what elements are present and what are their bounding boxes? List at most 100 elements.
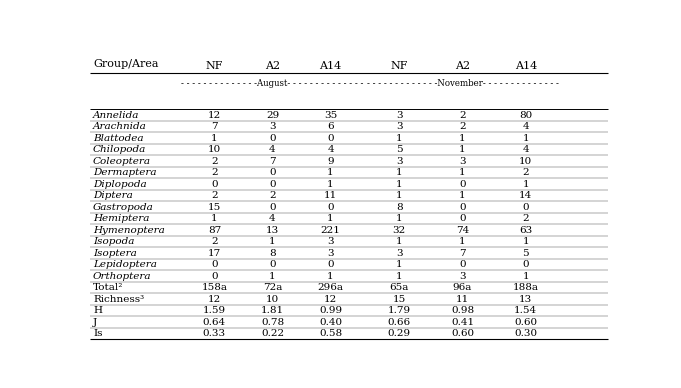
Text: 1.79: 1.79 [387, 306, 411, 315]
Text: 0: 0 [328, 133, 334, 142]
Text: 1: 1 [459, 145, 466, 154]
Text: 4: 4 [269, 145, 276, 154]
Text: 0: 0 [459, 203, 466, 211]
Text: 72a: 72a [263, 283, 282, 292]
Text: 0.29: 0.29 [387, 329, 411, 338]
Text: 3: 3 [328, 249, 334, 258]
Text: A14: A14 [515, 61, 537, 71]
Text: 7: 7 [459, 249, 466, 258]
Text: 2: 2 [522, 214, 529, 223]
Text: 1: 1 [396, 272, 402, 281]
Text: 1: 1 [459, 168, 466, 177]
Text: 1: 1 [328, 180, 334, 189]
Text: 0.60: 0.60 [451, 329, 474, 338]
Text: 65a: 65a [390, 283, 409, 292]
Text: 7: 7 [211, 122, 218, 131]
Text: 3: 3 [459, 157, 466, 166]
Text: 87: 87 [208, 225, 221, 235]
Text: 1: 1 [328, 214, 334, 223]
Text: 188a: 188a [513, 283, 539, 292]
Text: Is: Is [93, 329, 103, 338]
Text: 0: 0 [211, 272, 218, 281]
Text: 74: 74 [456, 225, 469, 235]
Text: 221: 221 [321, 225, 340, 235]
Text: 3: 3 [396, 122, 402, 131]
Text: 10: 10 [208, 145, 221, 154]
Text: Gastropoda: Gastropoda [93, 203, 154, 211]
Text: 4: 4 [522, 122, 529, 131]
Text: 0.66: 0.66 [387, 318, 411, 327]
Text: 2: 2 [211, 191, 218, 200]
Text: 1.81: 1.81 [261, 306, 284, 315]
Text: 1: 1 [459, 237, 466, 246]
Text: A2: A2 [455, 61, 470, 71]
Text: 1: 1 [522, 133, 529, 142]
Text: 0.41: 0.41 [451, 318, 474, 327]
Text: Chilopoda: Chilopoda [93, 145, 146, 154]
Text: Orthoptera: Orthoptera [93, 272, 152, 281]
Text: 0: 0 [522, 260, 529, 269]
Text: 11: 11 [456, 294, 469, 303]
Text: 0.58: 0.58 [319, 329, 342, 338]
Text: 10: 10 [519, 157, 533, 166]
Text: 2: 2 [211, 157, 218, 166]
Text: 1: 1 [459, 191, 466, 200]
Text: 3: 3 [328, 237, 334, 246]
Text: 0: 0 [328, 260, 334, 269]
Text: 296a: 296a [317, 283, 343, 292]
Text: 0: 0 [328, 203, 334, 211]
Text: 2: 2 [269, 191, 276, 200]
Text: Arachnida: Arachnida [93, 122, 147, 131]
Text: 3: 3 [459, 272, 466, 281]
Text: 1: 1 [211, 214, 218, 223]
Text: 1: 1 [328, 168, 334, 177]
Text: 8: 8 [396, 203, 402, 211]
Text: 0: 0 [211, 260, 218, 269]
Text: 1.54: 1.54 [514, 306, 537, 315]
Text: 6: 6 [328, 122, 334, 131]
Text: 7: 7 [269, 157, 276, 166]
Text: Isopoda: Isopoda [93, 237, 134, 246]
Text: 32: 32 [392, 225, 406, 235]
Text: 15: 15 [392, 294, 406, 303]
Text: 2: 2 [459, 111, 466, 120]
Text: 9: 9 [328, 157, 334, 166]
Text: 1: 1 [396, 180, 402, 189]
Text: - - - - - - - - - - - - - -August- - - - - - - - - - - - - -: - - - - - - - - - - - - - -August- - - -… [181, 80, 364, 88]
Text: 17: 17 [208, 249, 221, 258]
Text: 12: 12 [208, 294, 221, 303]
Text: - - - - - - - - - - - - -November- - - - - - - - - - - - - -: - - - - - - - - - - - - -November- - - -… [366, 80, 558, 88]
Text: 13: 13 [266, 225, 279, 235]
Text: 0.22: 0.22 [261, 329, 284, 338]
Text: 2: 2 [211, 168, 218, 177]
Text: 1: 1 [522, 272, 529, 281]
Text: 0: 0 [269, 260, 276, 269]
Text: 0: 0 [269, 133, 276, 142]
Text: 0.40: 0.40 [319, 318, 342, 327]
Text: 1: 1 [211, 133, 218, 142]
Text: 8: 8 [269, 249, 276, 258]
Text: J: J [93, 318, 97, 327]
Text: 96a: 96a [453, 283, 472, 292]
Text: 4: 4 [269, 214, 276, 223]
Text: 1.59: 1.59 [203, 306, 226, 315]
Text: 1: 1 [328, 272, 334, 281]
Text: Blattodea: Blattodea [93, 133, 144, 142]
Text: Diplopoda: Diplopoda [93, 180, 146, 189]
Text: 0.78: 0.78 [261, 318, 284, 327]
Text: Annelida: Annelida [93, 111, 140, 120]
Text: 1: 1 [459, 133, 466, 142]
Text: 0.64: 0.64 [203, 318, 226, 327]
Text: 12: 12 [208, 111, 221, 120]
Text: 2: 2 [522, 168, 529, 177]
Text: 0: 0 [459, 260, 466, 269]
Text: 12: 12 [324, 294, 337, 303]
Text: 1: 1 [396, 133, 402, 142]
Text: Coleoptera: Coleoptera [93, 157, 151, 166]
Text: Lepidoptera: Lepidoptera [93, 260, 157, 269]
Text: A14: A14 [319, 61, 342, 71]
Text: 35: 35 [324, 111, 337, 120]
Text: Diptera: Diptera [93, 191, 133, 200]
Text: NF: NF [206, 61, 223, 71]
Text: 14: 14 [519, 191, 533, 200]
